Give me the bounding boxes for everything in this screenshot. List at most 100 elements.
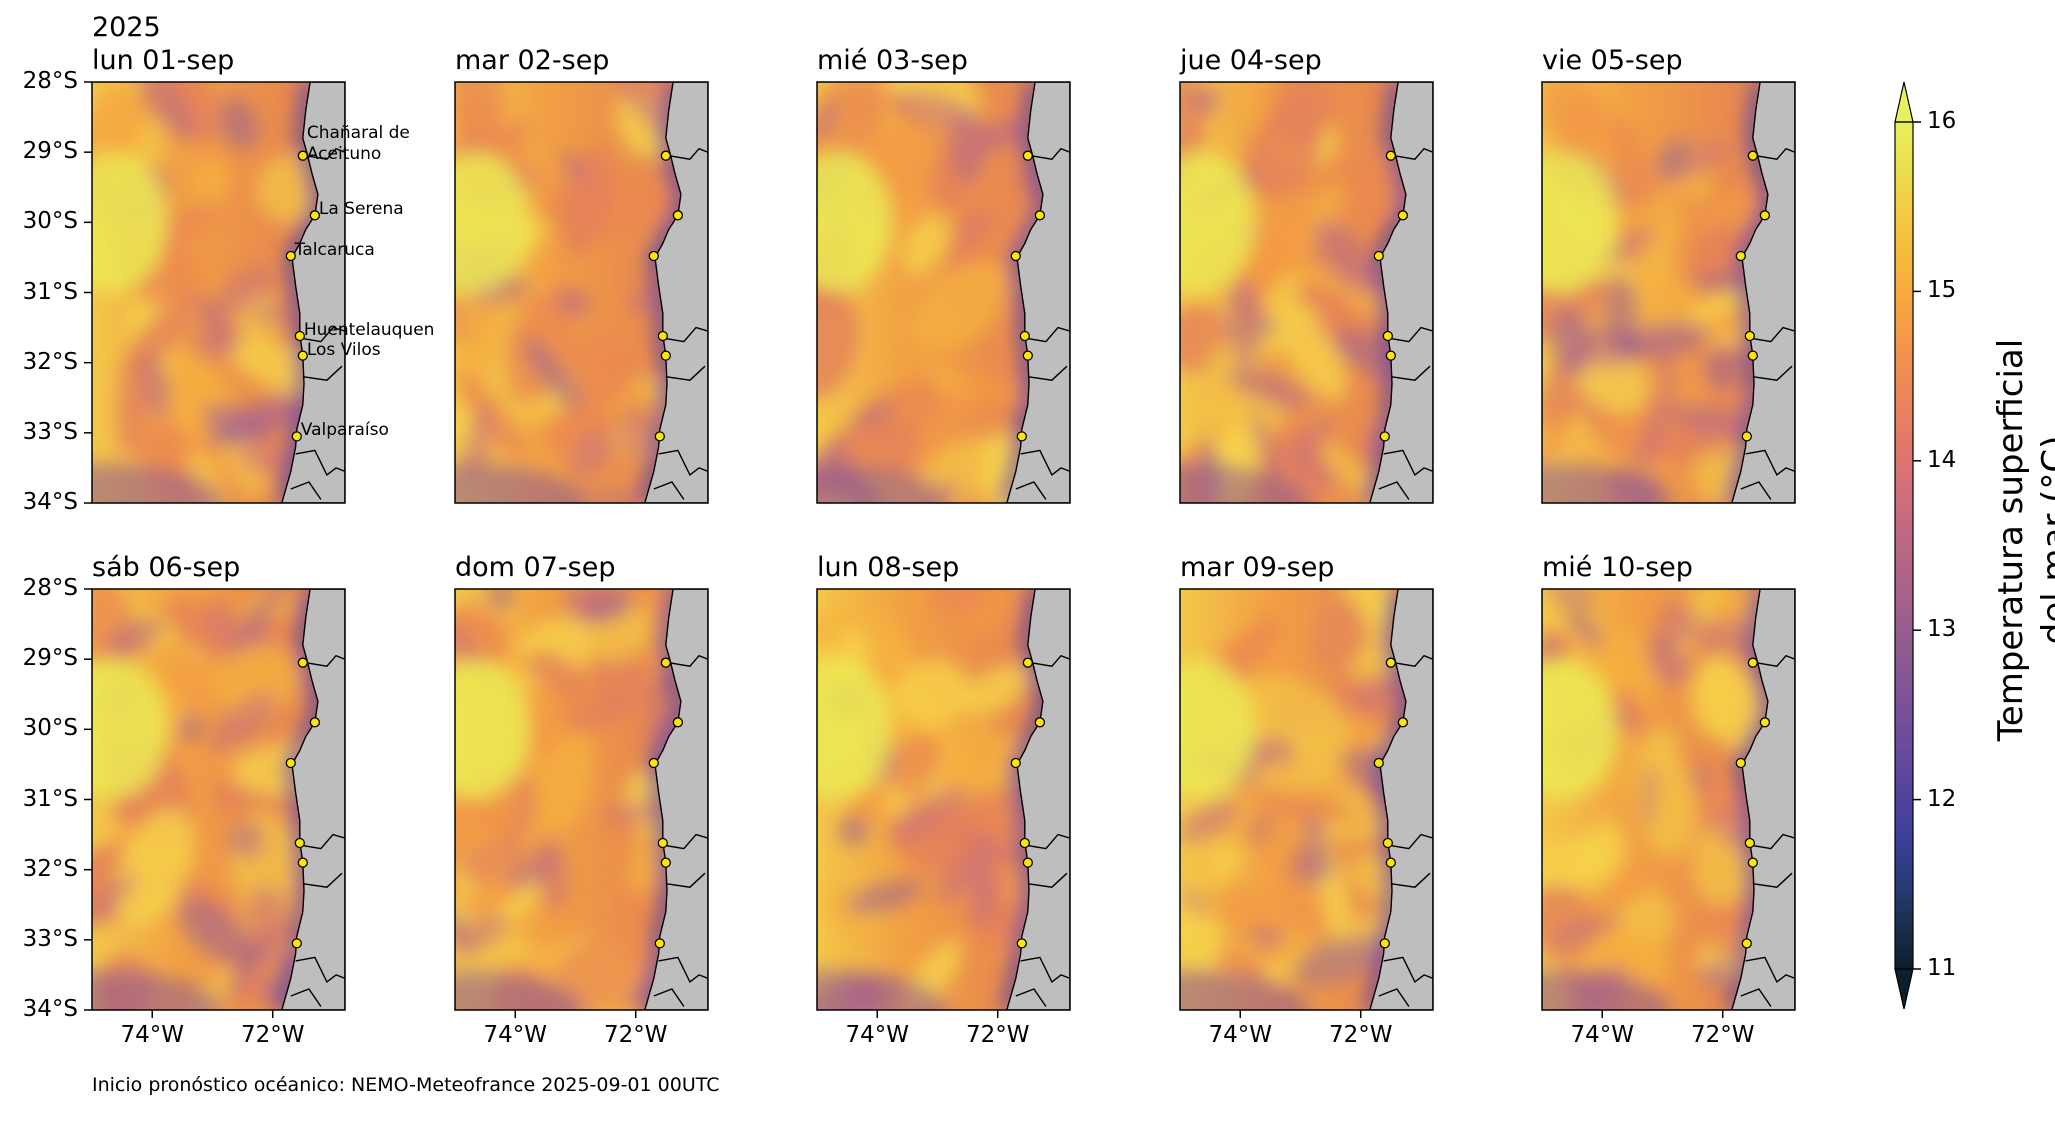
panel-title: lun 01-sep xyxy=(92,45,235,76)
site-marker xyxy=(1379,431,1390,442)
site-marker xyxy=(1034,717,1046,728)
site-marker xyxy=(1735,250,1746,262)
colorbar-extend-min xyxy=(1894,968,1914,1010)
year-label: 2025 xyxy=(92,12,161,43)
region-border xyxy=(665,365,706,381)
forecast-footer: Inicio pronóstico océanico: NEMO-Meteofr… xyxy=(92,1074,720,1096)
region-border xyxy=(662,326,708,343)
site-marker xyxy=(1019,837,1030,849)
region-border xyxy=(1755,147,1795,160)
region-border xyxy=(290,988,322,1007)
region-border xyxy=(658,956,708,983)
colorbar-tick-label: 15 xyxy=(1927,277,1957,304)
colorbar-tick-label: 13 xyxy=(1927,616,1957,643)
land-mask xyxy=(1006,82,1070,503)
region-border xyxy=(305,654,345,667)
site-marker xyxy=(1022,350,1033,361)
site-marker xyxy=(1022,657,1033,668)
site-marker xyxy=(297,657,308,668)
site-marker xyxy=(672,717,684,728)
region-border xyxy=(1024,833,1070,850)
region-border xyxy=(1390,872,1431,888)
site-marker xyxy=(291,431,302,442)
site-marker xyxy=(1382,330,1393,342)
site-marker xyxy=(1010,250,1021,262)
region-border xyxy=(1755,654,1795,667)
lat-tick-label: 33°S xyxy=(22,925,78,952)
region-border xyxy=(1015,988,1047,1007)
region-border xyxy=(1387,833,1433,850)
lon-tick-label: 72°W xyxy=(603,1022,668,1048)
colorbar-frame xyxy=(1894,121,1914,970)
site-marker xyxy=(297,150,308,161)
colorbar-title-line-1: Temperatura superficial xyxy=(1991,338,2031,742)
lon-tick-label: 72°W xyxy=(965,1022,1030,1048)
lat-tick-label: 30°S xyxy=(22,715,78,742)
region-border xyxy=(302,365,343,381)
sst-field xyxy=(1542,589,1793,1010)
site-marker xyxy=(1735,757,1746,769)
map-frame xyxy=(816,588,1071,1011)
site-marker xyxy=(1744,837,1755,849)
colorbar-tick-label: 16 xyxy=(1927,108,1957,134)
map-panel xyxy=(816,81,1071,504)
region-border xyxy=(1752,365,1793,381)
site-marker xyxy=(1022,150,1033,161)
region-border xyxy=(1387,326,1433,343)
site-label: Chañaral de xyxy=(306,122,410,143)
site-marker xyxy=(1741,431,1752,442)
map-frame xyxy=(816,81,1071,504)
land-mask xyxy=(644,589,708,1010)
site-marker xyxy=(1016,938,1027,949)
map-frame xyxy=(1541,588,1796,1011)
lon-tick-label: 74°W xyxy=(483,1022,547,1048)
panel-title: jue 04-sep xyxy=(1180,45,1322,76)
site-marker xyxy=(1747,857,1758,868)
lat-tick-label: 29°S xyxy=(22,138,78,165)
site-marker xyxy=(1747,350,1758,361)
region-border xyxy=(302,872,343,888)
lat-tick-label: 31°S xyxy=(22,785,78,812)
lat-tick-label: 33°S xyxy=(22,418,78,445)
lat-tick-label: 31°S xyxy=(22,278,78,305)
region-border xyxy=(1390,365,1431,381)
sst-field xyxy=(1542,82,1782,503)
region-border xyxy=(1027,872,1068,888)
site-marker xyxy=(1741,938,1752,949)
site-marker xyxy=(657,837,668,849)
site-marker xyxy=(672,210,684,221)
region-border xyxy=(668,654,708,667)
site-marker xyxy=(294,837,305,849)
site-marker xyxy=(660,657,671,668)
site-label: La Serena xyxy=(318,199,404,220)
land-mask xyxy=(1369,82,1433,503)
site-marker xyxy=(297,857,308,868)
site-marker xyxy=(285,757,296,769)
land-mask xyxy=(281,82,345,503)
site-marker xyxy=(660,857,671,868)
site-marker xyxy=(294,330,305,342)
lat-tick-label: 28°S xyxy=(22,575,78,601)
region-border xyxy=(299,833,345,850)
region-border xyxy=(299,326,345,343)
lat-tick-label: 30°S xyxy=(22,208,78,235)
site-marker xyxy=(1382,837,1393,849)
site-marker xyxy=(1759,717,1771,728)
region-border xyxy=(1752,872,1793,888)
lat-tick-label: 28°S xyxy=(22,68,78,94)
colorbar-tick-label: 14 xyxy=(1927,446,1957,473)
region-border xyxy=(1740,988,1772,1007)
site-marker xyxy=(660,150,671,161)
map-frame xyxy=(454,81,709,504)
region-border xyxy=(1383,449,1433,476)
map-panel xyxy=(84,588,346,1018)
site-label: Huentelauquen xyxy=(303,320,435,340)
region-border xyxy=(1745,956,1795,983)
map-frame xyxy=(1179,81,1434,504)
site-marker xyxy=(1747,150,1758,161)
site-marker xyxy=(1034,210,1046,221)
region-border xyxy=(1383,956,1433,983)
lat-tick-label: 34°S xyxy=(22,996,78,1022)
site-marker xyxy=(1016,431,1027,442)
